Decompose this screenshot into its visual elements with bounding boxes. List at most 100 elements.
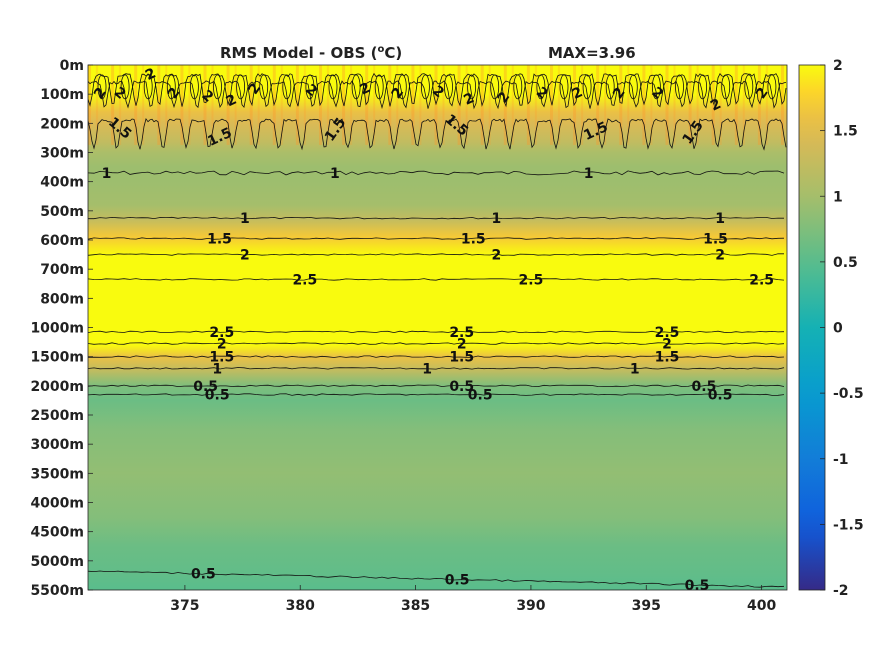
contour-label: 1 [212, 361, 222, 377]
contour-label: 0.5 [193, 379, 218, 395]
contour-label: 1 [715, 211, 725, 227]
contour-line [88, 278, 785, 281]
x-tick-label: 390 [516, 598, 545, 614]
y-tick-label: 5000m [30, 554, 84, 570]
colorbar-tick-label: 0.5 [833, 255, 858, 271]
contour-label: 1.5 [461, 232, 486, 248]
contour-label: 2 [662, 337, 672, 353]
contour-loop [97, 74, 107, 100]
y-tick-label: 2000m [30, 379, 84, 395]
x-axis: 375 380 385 390 395 400 [170, 585, 776, 614]
contour-line [88, 72, 787, 108]
contour-line [88, 216, 785, 220]
contour-label: 0.5 [445, 572, 470, 588]
contour-loop [628, 74, 638, 100]
max-label: MAX=3.96 [548, 44, 636, 62]
contour-label: 2 [240, 248, 250, 264]
contour-line [88, 80, 787, 110]
contour-loop [213, 74, 222, 100]
contour-label: 1.5 [209, 350, 234, 366]
contour-line [88, 342, 785, 345]
contour-label: 2 [491, 248, 501, 264]
colorbar-tick-label: 0 [833, 321, 843, 337]
contour-label: 1 [102, 166, 112, 182]
y-axis: 0m 100m 200m 300m 400m 500m 600m 700m 800m 1000m 1… [30, 58, 93, 599]
contour-line [88, 393, 785, 396]
y-tick-label: 200m [40, 116, 84, 132]
contour-line [88, 355, 785, 358]
contour-loop [305, 74, 315, 100]
contour-loop [767, 74, 777, 100]
contour-line [88, 570, 785, 588]
contour-loop [605, 74, 615, 100]
contour-label: 2.5 [655, 325, 680, 341]
contour-label: 2.5 [209, 325, 234, 341]
contour-line [88, 384, 785, 388]
contour-label: 1 [584, 166, 594, 182]
contour-label: 0.5 [685, 578, 710, 594]
contour-label: 2.5 [749, 272, 774, 288]
contour-loop [559, 74, 569, 100]
contour-label: 0.5 [692, 379, 717, 395]
y-tick-label: 600m [40, 233, 84, 249]
x-tick-label: 395 [632, 598, 661, 614]
contour-lines [88, 72, 787, 588]
contour-loop [536, 74, 546, 100]
y-tick-label: 400m [40, 175, 84, 191]
y-tick-label: 800m [40, 291, 84, 307]
contour-loop [698, 74, 707, 100]
contour-line [88, 237, 785, 240]
contour-loop [120, 74, 130, 100]
contour-loop [744, 74, 754, 100]
contour-line [88, 330, 785, 334]
contour-label: 1.5 [655, 350, 680, 366]
contour-label: 1 [240, 211, 250, 227]
x-tick-label: 400 [747, 598, 776, 614]
contour-label: 2 [715, 248, 725, 264]
contour-loop [467, 74, 477, 100]
contour-line [88, 117, 787, 151]
colorbar-tick-label: 2 [833, 58, 843, 74]
x-tick-label: 375 [170, 598, 199, 614]
contour-loop [420, 74, 430, 100]
contour-label: 0.5 [191, 567, 216, 583]
contour-label: 2.5 [519, 272, 544, 288]
contour-label: 0.5 [708, 388, 733, 404]
y-tick-label: 1000m [30, 321, 84, 337]
heatmap-field [88, 65, 787, 590]
chart-title: RMS Model - OBS (oC) [220, 44, 402, 62]
y-tick-label: 1500m [30, 350, 84, 366]
contour-loop [444, 74, 453, 100]
contour-label: 2.5 [292, 272, 317, 288]
contour-loop [143, 74, 153, 100]
plot-area: 1 1 1 11 1 11.5 1.5 1.52 2 22.5 2.5 2.52.5 2.5 2.52 2 2… [88, 65, 787, 594]
contour-loop [166, 74, 176, 100]
contour-loop [582, 74, 592, 100]
contour-label: 0.5 [468, 388, 493, 404]
contour-label: 1.5 [207, 232, 232, 248]
y-tick-label: 3500m [30, 466, 84, 482]
contour-label: 1 [330, 166, 340, 182]
contour-label: 1 [630, 361, 640, 377]
y-tick-label: 4500m [30, 525, 84, 541]
contour-loop [721, 74, 731, 100]
contour-loop [397, 74, 407, 100]
contour-loop [490, 74, 500, 100]
contour-loop [652, 74, 661, 100]
contour-label: 0.5 [449, 379, 474, 395]
contour-loop [675, 74, 684, 100]
contour-line [88, 170, 785, 176]
y-tick-label: 3000m [30, 437, 84, 453]
y-tick-label: 300m [40, 146, 84, 162]
contour-line [88, 367, 785, 370]
x-tick-label: 380 [286, 598, 315, 614]
contour-loop [513, 74, 523, 100]
contour-loop [351, 74, 361, 100]
colorbar-tick-label: -1 [833, 452, 849, 468]
contour-label: 1.5 [449, 350, 474, 366]
y-tick-label: 0m [60, 58, 84, 74]
contour-loop [282, 74, 292, 100]
contour-loop [189, 74, 199, 100]
y-tick-label: 100m [40, 87, 84, 103]
